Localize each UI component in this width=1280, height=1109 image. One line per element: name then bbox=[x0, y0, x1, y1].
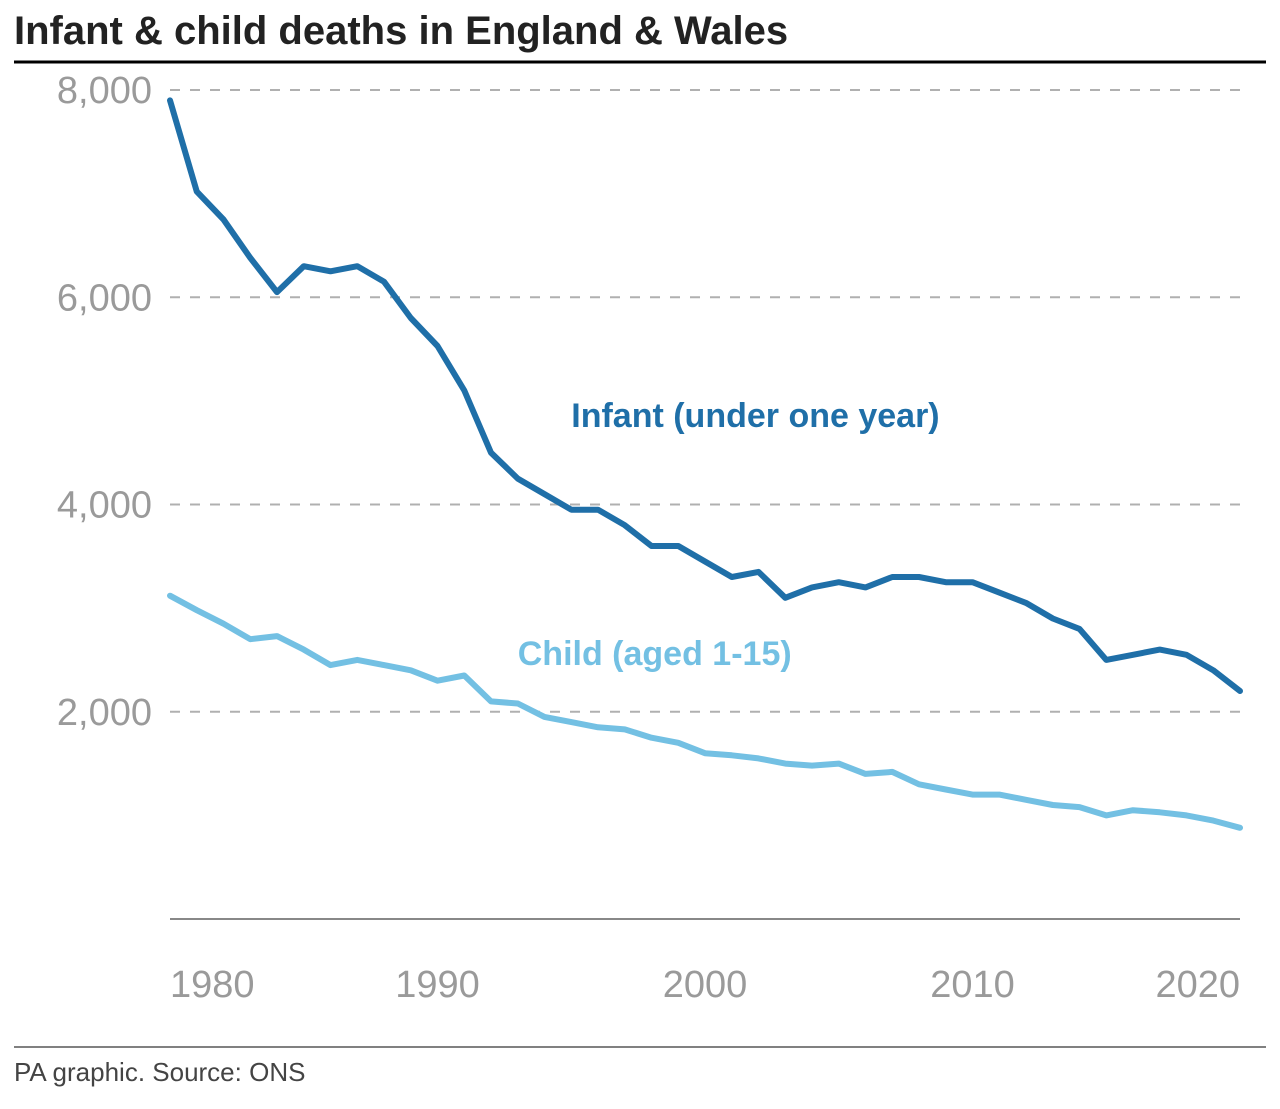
line-chart-svg: Infant & child deaths in England & Wales… bbox=[0, 0, 1280, 1109]
source-text: PA graphic. Source: ONS bbox=[14, 1057, 305, 1087]
chart-container: Infant & child deaths in England & Wales… bbox=[0, 0, 1280, 1109]
x-tick-label: 2010 bbox=[930, 964, 1015, 1006]
x-tick-label: 2000 bbox=[663, 964, 748, 1006]
series-label-child: Child (aged 1-15) bbox=[518, 635, 792, 673]
y-tick-label: 2,000 bbox=[57, 692, 152, 734]
y-tick-label: 6,000 bbox=[57, 277, 152, 319]
y-tick-label: 4,000 bbox=[57, 485, 152, 527]
x-tick-label: 2020 bbox=[1155, 964, 1240, 1006]
x-tick-label: 1980 bbox=[170, 964, 255, 1006]
x-tick-label: 1990 bbox=[395, 964, 480, 1006]
series-label-infant: Infant (under one year) bbox=[571, 397, 939, 435]
y-tick-label: 8,000 bbox=[57, 70, 152, 112]
chart-title: Infant & child deaths in England & Wales bbox=[14, 9, 788, 53]
